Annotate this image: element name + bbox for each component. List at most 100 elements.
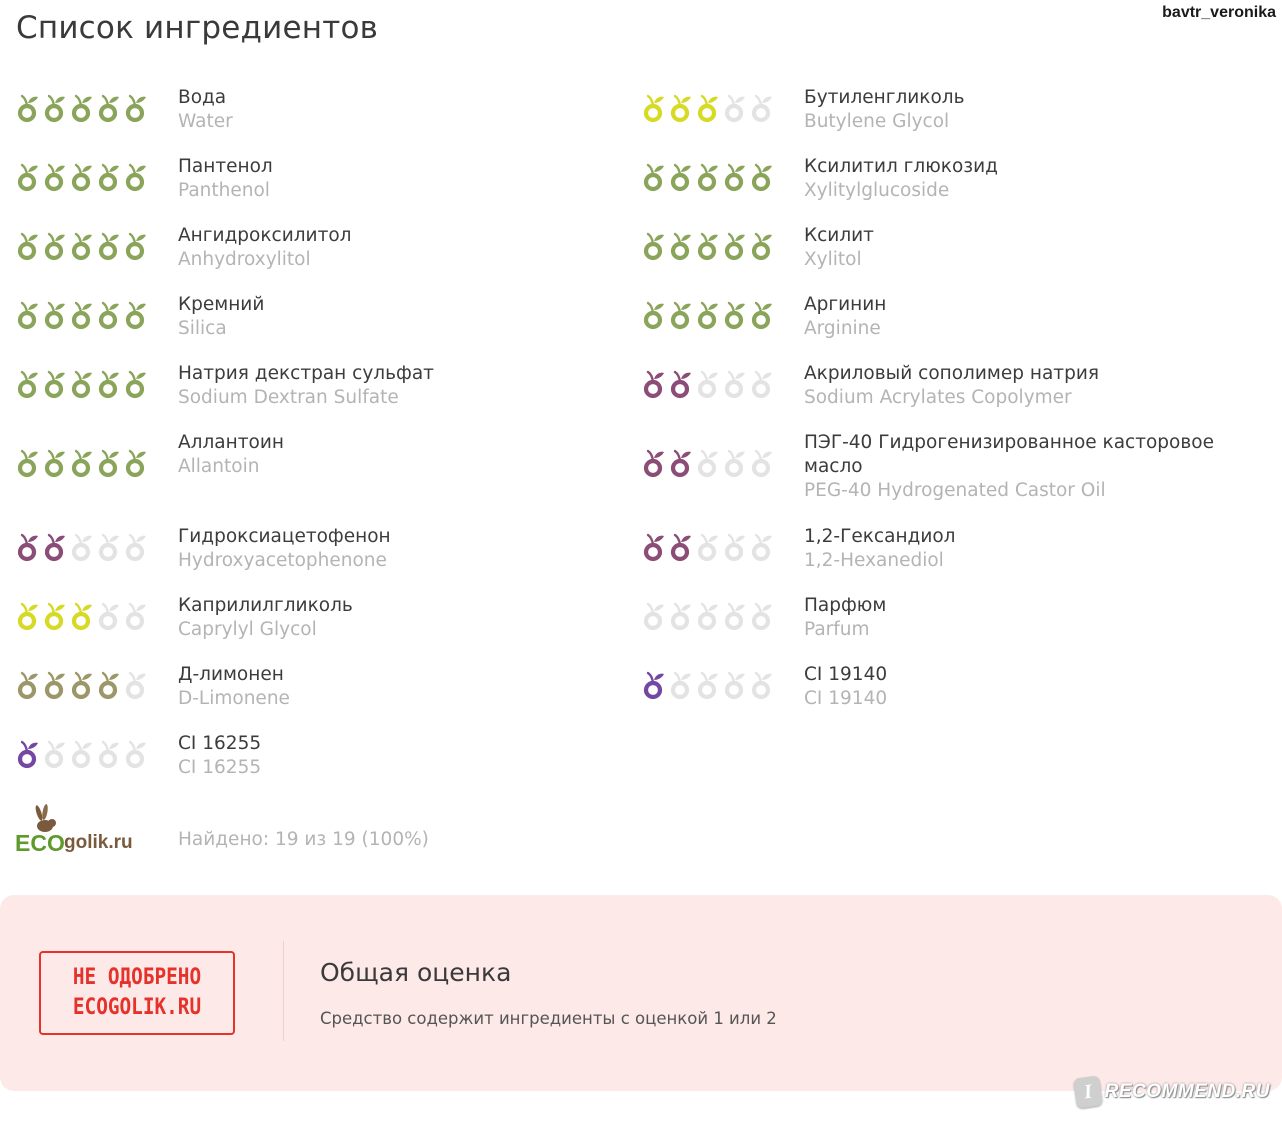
rating-drop-empty-icon: [125, 740, 146, 769]
rating-drop-filled-icon: [98, 370, 119, 399]
ingredient-row[interactable]: Д-лимонен D-Limonene: [14, 663, 624, 732]
rating-drop-filled-icon: [17, 163, 38, 192]
rating-drop-filled-icon: [643, 449, 664, 478]
ingredient-row[interactable]: Ксилитил глюкозид Xylitylglucoside: [640, 155, 1270, 224]
rating-drop-empty-icon: [71, 740, 92, 769]
rating-drop-empty-icon: [98, 533, 119, 562]
ingredient-names: ПЭГ-40 Гидрогенизированное касторовое ма…: [804, 431, 1270, 503]
rating-drop-filled-icon: [125, 94, 146, 123]
rating-drop-filled-icon: [643, 533, 664, 562]
ingredient-names: Д-лимонен D-Limonene: [178, 663, 624, 711]
ingredient-row[interactable]: ПЭГ-40 Гидрогенизированное касторовое ма…: [640, 431, 1270, 525]
ingredient-name-ru: Парфюм: [804, 595, 887, 616]
rating-drop-filled-icon: [670, 370, 691, 399]
ingredient-name-ru: Натрия декстран сульфат: [178, 363, 434, 384]
ingredient-name-en: Xylitol: [804, 249, 862, 270]
rating-drop-filled-icon: [724, 232, 745, 261]
ingredient-row[interactable]: Парфюм Parfum: [640, 594, 1270, 663]
ingredient-row[interactable]: Кремний Silica: [14, 293, 624, 362]
rating-drop-empty-icon: [670, 671, 691, 700]
ingredient-name-en: Parfum: [804, 619, 870, 640]
ingredient-names: Натрия декстран сульфат Sodium Dextran Su…: [178, 362, 624, 410]
rating-drop-filled-icon: [751, 232, 772, 261]
rating-drop-filled-icon: [643, 671, 664, 700]
rating-drop-empty-icon: [724, 602, 745, 631]
ingredient-row[interactable]: Натрия декстран сульфат Sodium Dextran Su…: [14, 362, 624, 431]
rating-drop-filled-icon: [724, 163, 745, 192]
ingredient-name-en: Butylene Glycol: [804, 111, 950, 132]
ingredient-name-ru: Пантенол: [178, 156, 273, 177]
rating-drop-filled-icon: [17, 449, 38, 478]
ingredient-name-ru: Гидроксиацетофенон: [178, 526, 391, 547]
ingredient-name-ru: Д-лимонен: [178, 664, 284, 685]
ingredient-row[interactable]: Аллантоин Allantoin: [14, 431, 624, 525]
ingredient-row[interactable]: Ксилит Xylitol: [640, 224, 1270, 293]
rating-drop-filled-icon: [98, 449, 119, 478]
rating-drop-filled-icon: [71, 449, 92, 478]
rating-drop-filled-icon: [44, 602, 65, 631]
safety-rating: [14, 231, 148, 261]
rating-drop-empty-icon: [98, 740, 119, 769]
rating-drop-filled-icon: [17, 301, 38, 330]
ingredient-names: Ангидроксилитол Anhydroxylitol: [178, 224, 624, 272]
rating-drop-filled-icon: [670, 163, 691, 192]
safety-rating: [640, 369, 774, 399]
ingredient-row[interactable]: Аргинин Arginine: [640, 293, 1270, 362]
ingredient-names: Гидроксиацетофенон Hydroxyacetophenone: [178, 525, 624, 573]
safety-rating: [640, 601, 774, 631]
ingredient-row[interactable]: 1,2-Гександиол 1,2-Hexanediol: [640, 525, 1270, 594]
safety-rating: [14, 448, 148, 478]
verdict-divider: [283, 941, 284, 1041]
recommend-badge-icon: I: [1072, 1075, 1103, 1109]
ingredient-row[interactable]: Бутиленгликоль Butylene Glycol: [640, 86, 1270, 155]
rating-drop-empty-icon: [724, 94, 745, 123]
ingredient-name-en: PEG-40 Hydrogenated Castor Oil: [804, 480, 1106, 501]
safety-rating: [14, 532, 148, 562]
ingredient-row[interactable]: Вода Water: [14, 86, 624, 155]
ingredient-names: Бутиленгликоль Butylene Glycol: [804, 86, 1270, 134]
rabbit-icon: [35, 804, 56, 832]
rating-drop-empty-icon: [724, 449, 745, 478]
ingredient-row[interactable]: Акриловый сополимер натрия Sodium Acrylat…: [640, 362, 1270, 431]
ecogolik-logo[interactable]: ECO golik.ru: [14, 804, 154, 856]
verdict-panel: НЕ ОДОБРЕНО ECOGOLIK.RU Общая оценка Сре…: [0, 895, 1282, 1091]
ingredient-row[interactable]: Каприлилгликоль Caprylyl Glycol: [14, 594, 624, 663]
ingredient-name-en: Sodium Acrylates Copolymer: [804, 387, 1072, 408]
rating-drop-empty-icon: [125, 533, 146, 562]
rating-drop-empty-icon: [697, 602, 718, 631]
recommend-watermark: I RECOMMEND.RU: [1072, 1075, 1270, 1109]
rating-drop-filled-icon: [697, 163, 718, 192]
rating-drop-filled-icon: [71, 163, 92, 192]
ingredient-name-ru: CI 16255: [178, 733, 262, 754]
rating-drop-empty-icon: [724, 533, 745, 562]
rating-drop-empty-icon: [670, 602, 691, 631]
ingredient-row[interactable]: Гидроксиацетофенон Hydroxyacetophenone: [14, 525, 624, 594]
rating-drop-filled-icon: [125, 163, 146, 192]
rating-drop-filled-icon: [44, 232, 65, 261]
rating-drop-filled-icon: [71, 94, 92, 123]
rating-drop-filled-icon: [44, 301, 65, 330]
ingredient-row[interactable]: CI 16255 CI 16255: [14, 732, 624, 801]
ingredient-row[interactable]: CI 19140 CI 19140: [640, 663, 1270, 732]
rating-drop-filled-icon: [670, 533, 691, 562]
rating-drop-filled-icon: [98, 301, 119, 330]
rating-drop-filled-icon: [670, 94, 691, 123]
rating-drop-filled-icon: [697, 94, 718, 123]
ingredient-name-ru: Ксилит: [804, 225, 874, 246]
ingredient-row[interactable]: Ангидроксилитол Anhydroxylitol: [14, 224, 624, 293]
rating-drop-filled-icon: [724, 301, 745, 330]
safety-rating: [640, 670, 774, 700]
ingredient-name-ru: Бутиленгликоль: [804, 87, 965, 108]
rating-drop-filled-icon: [44, 671, 65, 700]
ingredient-name-ru: Аллантоин: [178, 432, 284, 453]
rating-drop-empty-icon: [125, 671, 146, 700]
recommend-watermark-text: RECOMMEND.RU: [1104, 1081, 1270, 1102]
ingredient-name-en: Sodium Dextran Sulfate: [178, 387, 399, 408]
rating-drop-filled-icon: [643, 232, 664, 261]
ingredient-name-en: D-Limonene: [178, 688, 290, 709]
rating-drop-filled-icon: [697, 232, 718, 261]
ingredient-row[interactable]: Пантенол Panthenol: [14, 155, 624, 224]
username-label[interactable]: bavtr_veronika: [1162, 4, 1276, 21]
ingredient-name-en: Anhydroxylitol: [178, 249, 311, 270]
rating-drop-empty-icon: [751, 449, 772, 478]
